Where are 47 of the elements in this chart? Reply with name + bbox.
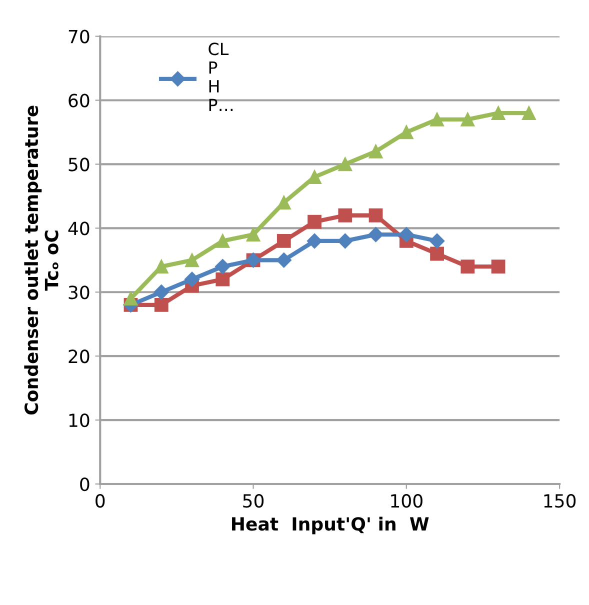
y-tick-label: 20 — [68, 350, 90, 364]
point — [216, 234, 230, 248]
point — [430, 112, 444, 126]
point — [124, 292, 138, 306]
y-tick-label: 70 — [68, 30, 90, 44]
point — [429, 233, 445, 249]
point — [276, 234, 291, 248]
point — [154, 260, 168, 274]
point — [306, 233, 322, 249]
point — [216, 272, 230, 286]
point — [368, 226, 384, 242]
x-tick-label: 150 — [544, 494, 576, 508]
point — [308, 170, 322, 184]
point — [246, 228, 260, 242]
point — [460, 112, 475, 126]
point — [308, 214, 322, 229]
point — [276, 252, 292, 268]
y-axis-title: Condenser outlet temperature Tcₒ oC — [24, 106, 58, 415]
x-tick-label: 100 — [391, 494, 422, 508]
point — [154, 284, 169, 300]
point — [491, 260, 506, 274]
point — [430, 246, 444, 261]
point — [338, 157, 352, 172]
y-tick-label: 10 — [69, 414, 90, 428]
y-tick-label: 60 — [68, 94, 90, 108]
x-tick-label: 0 — [96, 494, 105, 508]
point — [184, 272, 200, 287]
point — [460, 260, 475, 274]
y-tick-label: 50 — [68, 158, 90, 172]
point — [368, 144, 383, 158]
point — [154, 298, 168, 312]
y-tick-label: 0 — [80, 477, 90, 492]
point — [338, 208, 352, 222]
point — [398, 226, 414, 242]
y-tick-label: 30 — [68, 286, 90, 300]
x-axis-title: Heat Input'Q' in W — [232, 516, 429, 534]
point — [185, 253, 199, 268]
point — [338, 233, 353, 249]
point — [215, 258, 230, 274]
y-tick-label: 40 — [68, 222, 90, 236]
legend-label: CL P H P… — [208, 42, 233, 111]
x-tick-label: 50 — [243, 494, 264, 508]
point — [399, 125, 414, 140]
point — [522, 106, 536, 120]
point — [368, 208, 383, 222]
point — [276, 196, 291, 210]
point — [491, 106, 506, 120]
